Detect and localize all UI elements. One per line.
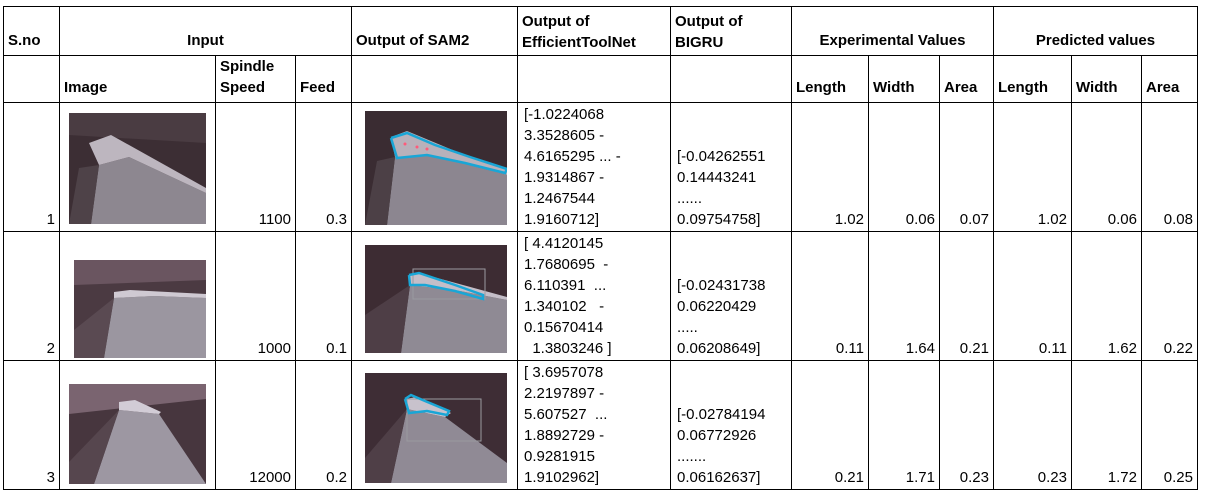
pred-area: 0.08 bbox=[1141, 102, 1198, 232]
input-image-cell bbox=[59, 360, 216, 490]
bigru-output: [-0.04262551 0.14443241 ...... 0.0975475… bbox=[670, 102, 792, 232]
efficienttoolnet-output: [-1.0224068 3.3528605 - 4.6165295 ... - … bbox=[517, 102, 671, 232]
sam2-output-cell bbox=[351, 360, 518, 490]
header-pred-width: Width bbox=[1071, 55, 1142, 103]
header-image: Image bbox=[59, 55, 216, 103]
table-row: 2 1000 0.1 bbox=[3, 231, 1198, 361]
tool-insert-image bbox=[74, 260, 206, 358]
pred-length: 0.23 bbox=[993, 360, 1072, 490]
sam2-segmentation-image bbox=[365, 111, 507, 225]
pred-width: 1.72 bbox=[1071, 360, 1142, 490]
sam2-photo bbox=[365, 245, 507, 353]
sam2-output-cell bbox=[351, 231, 518, 361]
header-exp-area: Area bbox=[939, 55, 994, 103]
bigru-output: [-0.02784194 0.06772926 ....... 0.061626… bbox=[670, 360, 792, 490]
row-number: 3 bbox=[3, 360, 60, 490]
header-experimental: Experimental Values bbox=[791, 6, 994, 56]
pred-width: 1.62 bbox=[1071, 231, 1142, 361]
sam2-output-cell bbox=[351, 102, 518, 232]
exp-area: 0.21 bbox=[939, 231, 994, 361]
pred-area: 0.25 bbox=[1141, 360, 1198, 490]
header-empty bbox=[351, 55, 518, 103]
header-sno: S.no bbox=[3, 6, 60, 56]
table-row: 1 1100 0.3 bbox=[3, 102, 1198, 232]
header-exp-width: Width bbox=[868, 55, 940, 103]
header-empty bbox=[3, 55, 60, 103]
header-exp-length: Length bbox=[791, 55, 869, 103]
header-empty bbox=[517, 55, 671, 103]
exp-length: 1.02 bbox=[791, 102, 869, 232]
pred-area: 0.22 bbox=[1141, 231, 1198, 361]
spindle-speed: 12000 bbox=[215, 360, 296, 490]
header-sam2: Output of SAM2 bbox=[351, 6, 518, 56]
header-input: Input bbox=[59, 6, 352, 56]
input-image-cell bbox=[59, 102, 216, 232]
exp-length: 0.21 bbox=[791, 360, 869, 490]
sam2-photo bbox=[365, 373, 507, 483]
pred-length: 0.11 bbox=[993, 231, 1072, 361]
header-spindle: Spindle Speed bbox=[215, 55, 296, 103]
sam2-segmentation-image bbox=[365, 373, 507, 483]
exp-area: 0.23 bbox=[939, 360, 994, 490]
header-empty bbox=[670, 55, 792, 103]
header-feed: Feed bbox=[295, 55, 352, 103]
exp-width: 1.64 bbox=[868, 231, 940, 361]
header-row-1: S.no Input Output of SAM2 Output of Effi… bbox=[3, 6, 1198, 56]
pred-width: 0.06 bbox=[1071, 102, 1142, 232]
spindle-speed: 1000 bbox=[215, 231, 296, 361]
header-bigru: Output of BIGRU bbox=[670, 6, 792, 56]
table-row: 3 12000 0.2 bbox=[3, 360, 1198, 490]
header-pred-length: Length bbox=[993, 55, 1072, 103]
bigru-output: [-0.02431738 0.06220429 ..... 0.06208649… bbox=[670, 231, 792, 361]
feed-value: 0.2 bbox=[295, 360, 352, 490]
tool-insert-image bbox=[69, 384, 206, 484]
tool-insert-image bbox=[69, 113, 206, 224]
spindle-speed: 1100 bbox=[215, 102, 296, 232]
efficienttoolnet-output: [ 4.4120145 1.7680695 - 6.110391 ... 1.3… bbox=[517, 231, 671, 361]
tool-photo bbox=[74, 260, 206, 358]
input-image-cell bbox=[59, 231, 216, 361]
feed-value: 0.1 bbox=[295, 231, 352, 361]
sam2-segmentation-image bbox=[365, 245, 507, 353]
sam2-photo bbox=[365, 111, 507, 225]
exp-width: 1.71 bbox=[868, 360, 940, 490]
tool-photo bbox=[69, 384, 206, 484]
header-predicted: Predicted values bbox=[993, 6, 1198, 56]
exp-width: 0.06 bbox=[868, 102, 940, 232]
results-table: S.no Input Output of SAM2 Output of Effi… bbox=[3, 6, 1198, 490]
header-pred-area: Area bbox=[1141, 55, 1198, 103]
pred-length: 1.02 bbox=[993, 102, 1072, 232]
header-row-2: Image Spindle Speed Feed Length Width Ar… bbox=[3, 55, 1198, 103]
feed-value: 0.3 bbox=[295, 102, 352, 232]
tool-photo bbox=[69, 113, 206, 224]
row-number: 1 bbox=[3, 102, 60, 232]
header-effnet: Output of EfficientToolNet bbox=[517, 6, 671, 56]
efficienttoolnet-output: [ 3.6957078 2.2197897 - 5.607527 ... 1.8… bbox=[517, 360, 671, 490]
exp-area: 0.07 bbox=[939, 102, 994, 232]
row-number: 2 bbox=[3, 231, 60, 361]
exp-length: 0.11 bbox=[791, 231, 869, 361]
